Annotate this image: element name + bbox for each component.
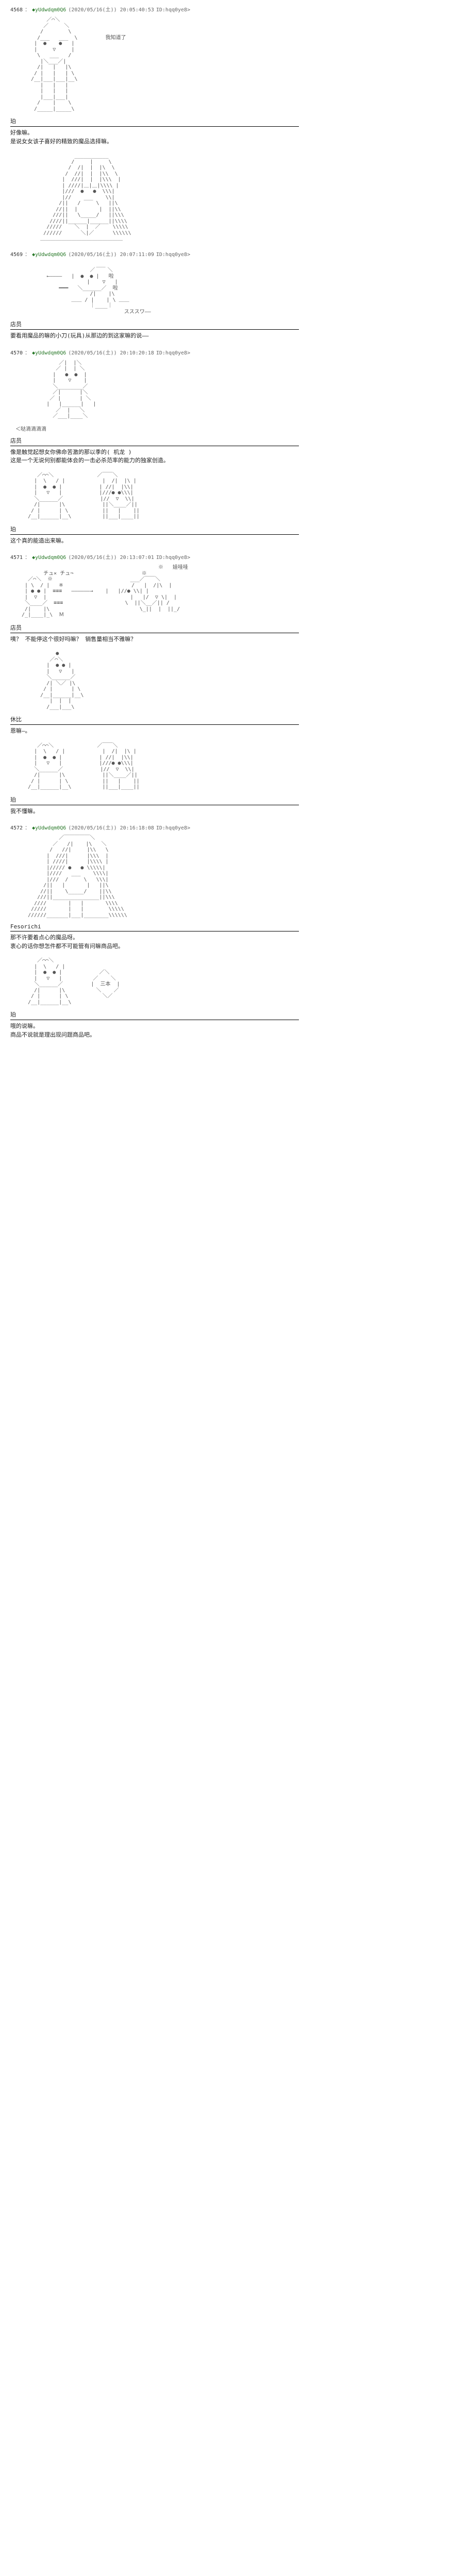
speaker-divider: 店员	[10, 320, 299, 330]
post-id: ID:hqq0ye8>	[156, 825, 190, 831]
ascii-art: ／| |＼ ／ | | ＼ | ● ● | | ▽ | ＼________／ ／…	[15, 360, 459, 419]
dialogue-text: 那不许要着点心的魔品呀。衷心的话你想怎件都不可能管有问嘛商品吧。	[10, 934, 459, 951]
speaker-name: 休比	[10, 716, 22, 723]
post-id: ID:hqq0ye8>	[156, 555, 190, 561]
speaker-name: 珀	[10, 796, 16, 803]
speaker-name: 珀	[10, 118, 16, 125]
post-header: 4572：◆yUdwdqm0Q6(2020/05/16(土)) 20:16:18…	[10, 823, 459, 831]
post-header: 4571：◆yUdwdqm0Q6(2020/05/16(土)) 20:13:07…	[10, 553, 459, 561]
post-id: ID:hqq0ye8>	[156, 350, 190, 356]
dialogue-text: 我不懂嘛。	[10, 807, 459, 816]
post-header: 4569：◆yUdwdqm0Q6(2020/05/16(土)) 20:07:11…	[10, 250, 459, 258]
post-author: ◆yUdwdqm0Q6	[32, 7, 66, 13]
dialogue-text: 要看用魔品的嘛的小刀(玩具)从那边的到这家嘛的说——	[10, 332, 459, 341]
dialogue-text: 哦的说嘛。商品不说就是理出现问题商品吧。	[10, 1022, 459, 1039]
ascii-art: ／⌒⌒＼ ／￣￣＼ | \ / | | /| |\ | | ● ● | | //…	[15, 472, 459, 520]
post-header: 4568：◆yUdwdqm0Q6(2020/05/16(土)) 20:05:40…	[10, 5, 459, 13]
dialogue-text: 这个真的能造出来嘛。	[10, 537, 459, 546]
speaker-name: 店员	[10, 321, 22, 328]
speaker-divider: 珀	[10, 1010, 299, 1020]
post-number: 4571	[10, 555, 23, 561]
speaker-name: 珀	[10, 1011, 16, 1018]
separator: ：	[25, 348, 30, 356]
ascii-art: ／⌒⌒＼ | \ / | | ● ● | ／＼ | ▽ | ／ ＼ ＼_____…	[15, 958, 459, 1005]
post-id: ID:hqq0ye8>	[156, 252, 190, 258]
speaker-divider: 珀	[10, 117, 299, 127]
ascii-art: ※ 娃哇哇 チュ× チュ¬ ※ ／⌒＼ ※ ___／￣￣＼ | \ / | ※ …	[15, 565, 459, 618]
dialogue-text: 咦？ 不能停这个很好吗嘛？ 销售量相当不雅嘛？	[10, 635, 459, 644]
post-number: 4568	[10, 7, 23, 13]
ascii-art: ___ ／ ＼ ←———— | ● ● | 啦 | ▽ | ━━━ ＼_____…	[15, 262, 459, 315]
ascii-art: ／￣￣￣￣￣＼ ／ /| |\ ＼ / //| |\\ \ | ///| |\\…	[15, 835, 459, 918]
speaker-divider: 休比	[10, 715, 299, 725]
separator: ：	[25, 823, 30, 831]
post: 4572：◆yUdwdqm0Q6(2020/05/16(土)) 20:16:18…	[10, 823, 459, 1039]
post-date: (2020/05/16(土)) 20:16:18:08	[68, 823, 154, 831]
speaker-divider: 珀	[10, 525, 299, 535]
separator: ：	[25, 250, 30, 258]
post-date: (2020/05/16(土)) 20:05:40:53	[68, 5, 154, 13]
post-number: 4569	[10, 252, 23, 258]
ascii-art: ___________ / | \ / /| | |\ \ / //| | |\…	[15, 153, 459, 242]
post-author: ◆yUdwdqm0Q6	[32, 350, 66, 356]
separator: ：	[25, 5, 30, 13]
dialogue-text: 恩嘛—。	[10, 727, 459, 736]
speaker-divider: 店员	[10, 436, 299, 446]
speaker-name: Fesorichi	[10, 923, 41, 930]
post-date: (2020/05/16(土)) 20:10:20:18	[68, 348, 154, 356]
speaker-name: 店员	[10, 437, 22, 444]
post-author: ◆yUdwdqm0Q6	[32, 252, 66, 258]
post: 4570：◆yUdwdqm0Q6(2020/05/16(土)) 20:10:20…	[10, 348, 459, 546]
speaker-divider: 店员	[10, 623, 299, 633]
post-header: 4570：◆yUdwdqm0Q6(2020/05/16(土)) 20:10:20…	[10, 348, 459, 356]
speaker-name: 店员	[10, 624, 22, 631]
ascii-art: ／⌒⌒＼ ／￣￣＼ | \ / | | /| |\ | | ● ● | | //…	[15, 743, 459, 790]
post-author: ◆yUdwdqm0Q6	[32, 555, 66, 561]
separator: ：	[25, 553, 30, 561]
post-number: 4570	[10, 350, 23, 356]
post-date: (2020/05/16(土)) 20:07:11:09	[68, 250, 154, 258]
post-number: 4572	[10, 825, 23, 831]
post: 4569：◆yUdwdqm0Q6(2020/05/16(土)) 20:07:11…	[10, 250, 459, 341]
speaker-name: 珀	[10, 526, 16, 533]
post: 4571：◆yUdwdqm0Q6(2020/05/16(土)) 20:13:07…	[10, 553, 459, 816]
post-author: ◆yUdwdqm0Q6	[32, 825, 66, 831]
post: 4568：◆yUdwdqm0Q6(2020/05/16(土)) 20:05:40…	[10, 5, 459, 242]
dialogue-text: 好像嘛。是说女女该子喜好的精致的魔品选择嘛。	[10, 129, 459, 146]
ascii-art: ● ／⌒＼ | ● ● | | ▽ | ＼______／ /| ＼／ |\ / …	[15, 651, 459, 710]
ascii-art: ／⌒＼ ／ ＼ / \ /___ ___ \ 我知道了 | ● ● | | ▽ …	[15, 17, 459, 112]
post-date: (2020/05/16(土)) 20:13:07:01	[68, 553, 154, 561]
sfx-label: ＜哒滴滴滴滴	[15, 425, 459, 432]
post-id: ID:hqq0ye8>	[156, 7, 190, 13]
dialogue-text: 像是触觉起想女你佛命苦激的那以季的( 机龙 )这是一个无说何别都能体会的一击必杀…	[10, 448, 459, 465]
speaker-divider: 珀	[10, 795, 299, 805]
speaker-divider: Fesorichi	[10, 923, 299, 931]
